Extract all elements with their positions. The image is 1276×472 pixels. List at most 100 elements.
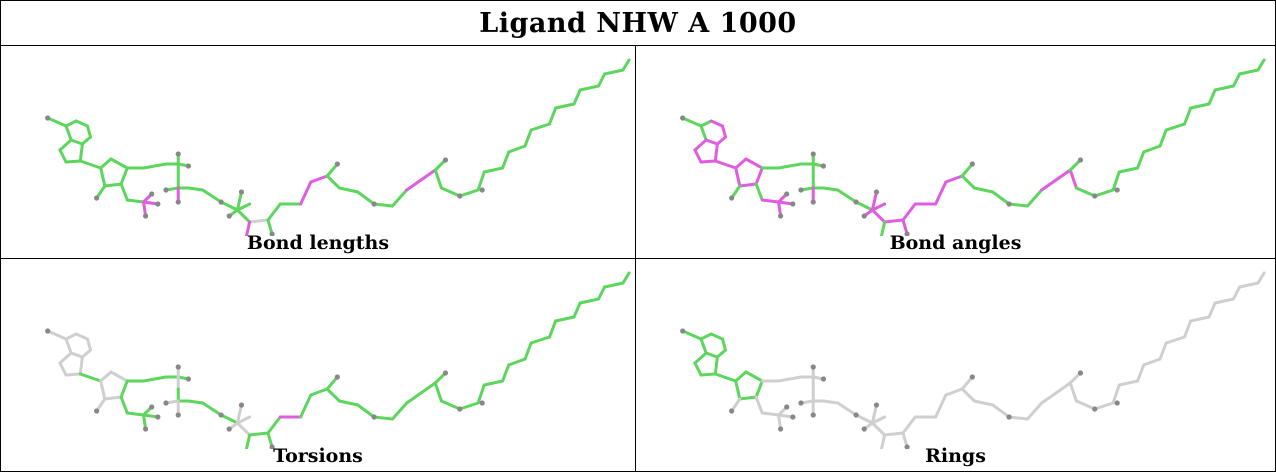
bond-50 bbox=[991, 190, 1011, 206]
bond-16 bbox=[99, 166, 107, 188]
bond-69 bbox=[1231, 285, 1242, 301]
atom-17 bbox=[479, 400, 485, 406]
bond-49 bbox=[337, 399, 360, 407]
bond-19 bbox=[142, 375, 168, 383]
bond-6 bbox=[46, 116, 68, 128]
bond-4 bbox=[704, 138, 719, 146]
bond-53 bbox=[405, 178, 423, 192]
bond-63 bbox=[523, 341, 533, 361]
bond-67 bbox=[1207, 301, 1217, 319]
atom-15 bbox=[442, 370, 449, 376]
bond-45 bbox=[299, 180, 313, 206]
bond-7 bbox=[693, 351, 708, 365]
bond-1 bbox=[709, 119, 724, 128]
atom-8 bbox=[853, 199, 859, 205]
atom-0 bbox=[680, 115, 686, 121]
atom-1 bbox=[94, 195, 100, 201]
bond-3 bbox=[80, 135, 93, 146]
bond-11 bbox=[78, 159, 103, 170]
bond-33 bbox=[186, 399, 205, 405]
atom-2 bbox=[175, 364, 181, 370]
bond-67 bbox=[572, 301, 582, 319]
bond-59 bbox=[476, 170, 486, 192]
atom-7 bbox=[149, 191, 155, 197]
atom-10 bbox=[861, 213, 867, 219]
bond-15 bbox=[103, 182, 123, 188]
bond-41 bbox=[244, 220, 252, 236]
bond-43 bbox=[901, 415, 917, 435]
bond-40 bbox=[883, 431, 905, 437]
atom-7 bbox=[784, 404, 790, 410]
bond-63 bbox=[1158, 341, 1168, 361]
bond-15 bbox=[103, 395, 123, 401]
bond-52 bbox=[1025, 188, 1044, 208]
bond-35 bbox=[219, 413, 239, 425]
bond-62 bbox=[1142, 144, 1162, 154]
bond-3 bbox=[80, 348, 93, 359]
atom-18 bbox=[175, 199, 181, 205]
atom-8 bbox=[218, 412, 224, 418]
bond-52 bbox=[390, 401, 409, 421]
atom-2 bbox=[810, 151, 816, 157]
bond-10 bbox=[713, 355, 719, 376]
bond-39 bbox=[235, 208, 252, 224]
bond-40 bbox=[248, 431, 270, 437]
bond-16 bbox=[734, 166, 742, 188]
bond-13 bbox=[109, 157, 129, 170]
bond-58 bbox=[1093, 401, 1115, 411]
atom-3 bbox=[820, 163, 827, 169]
bond-51 bbox=[372, 202, 394, 208]
bond-14 bbox=[119, 379, 129, 399]
bond-12 bbox=[734, 370, 748, 383]
bond-52 bbox=[1025, 401, 1044, 421]
bond-65 bbox=[548, 319, 558, 339]
atom-5 bbox=[778, 213, 784, 219]
bond-7 bbox=[58, 351, 73, 365]
atom-18 bbox=[810, 199, 816, 205]
atom-0 bbox=[45, 328, 51, 334]
bond-49 bbox=[337, 186, 360, 194]
atom-12 bbox=[904, 231, 910, 236]
atom-9 bbox=[873, 402, 880, 408]
bond-15 bbox=[738, 182, 758, 188]
bond-12 bbox=[99, 370, 113, 383]
bond-6 bbox=[46, 329, 68, 341]
bond-62 bbox=[507, 144, 527, 154]
atom-1 bbox=[94, 408, 100, 414]
bond-65 bbox=[548, 106, 558, 126]
bond-1 bbox=[709, 332, 724, 341]
atom-7 bbox=[784, 191, 790, 197]
bond-58 bbox=[458, 401, 480, 411]
bond-61 bbox=[1136, 150, 1146, 170]
bond-19 bbox=[142, 162, 168, 170]
atom-12 bbox=[269, 444, 275, 449]
atom-15 bbox=[1077, 370, 1084, 376]
bond-55 bbox=[1068, 168, 1078, 190]
atom-18 bbox=[175, 412, 181, 418]
bond-9 bbox=[699, 372, 717, 377]
bond-39 bbox=[235, 421, 252, 437]
bond-47 bbox=[325, 162, 339, 178]
bond-49 bbox=[972, 186, 995, 194]
bond-1 bbox=[74, 119, 89, 128]
bond-33 bbox=[186, 186, 205, 192]
bond-14 bbox=[119, 166, 129, 186]
atom-4 bbox=[163, 400, 169, 406]
bond-6 bbox=[681, 329, 703, 341]
atom-5 bbox=[778, 426, 784, 432]
bond-53 bbox=[1040, 178, 1058, 192]
bond-34 bbox=[201, 401, 223, 417]
bond-57 bbox=[439, 186, 462, 198]
bond-61 bbox=[1136, 363, 1146, 383]
bond-51 bbox=[372, 415, 394, 421]
bond-13 bbox=[744, 370, 764, 383]
atom-14 bbox=[371, 414, 377, 420]
bond-4 bbox=[69, 138, 84, 146]
bond-59 bbox=[1111, 170, 1121, 192]
bond-68 bbox=[578, 297, 600, 305]
bond-45 bbox=[934, 180, 948, 206]
bond-70 bbox=[603, 68, 625, 76]
atom-6 bbox=[790, 201, 796, 207]
bond-5 bbox=[699, 124, 708, 142]
bond-68 bbox=[1213, 84, 1235, 92]
